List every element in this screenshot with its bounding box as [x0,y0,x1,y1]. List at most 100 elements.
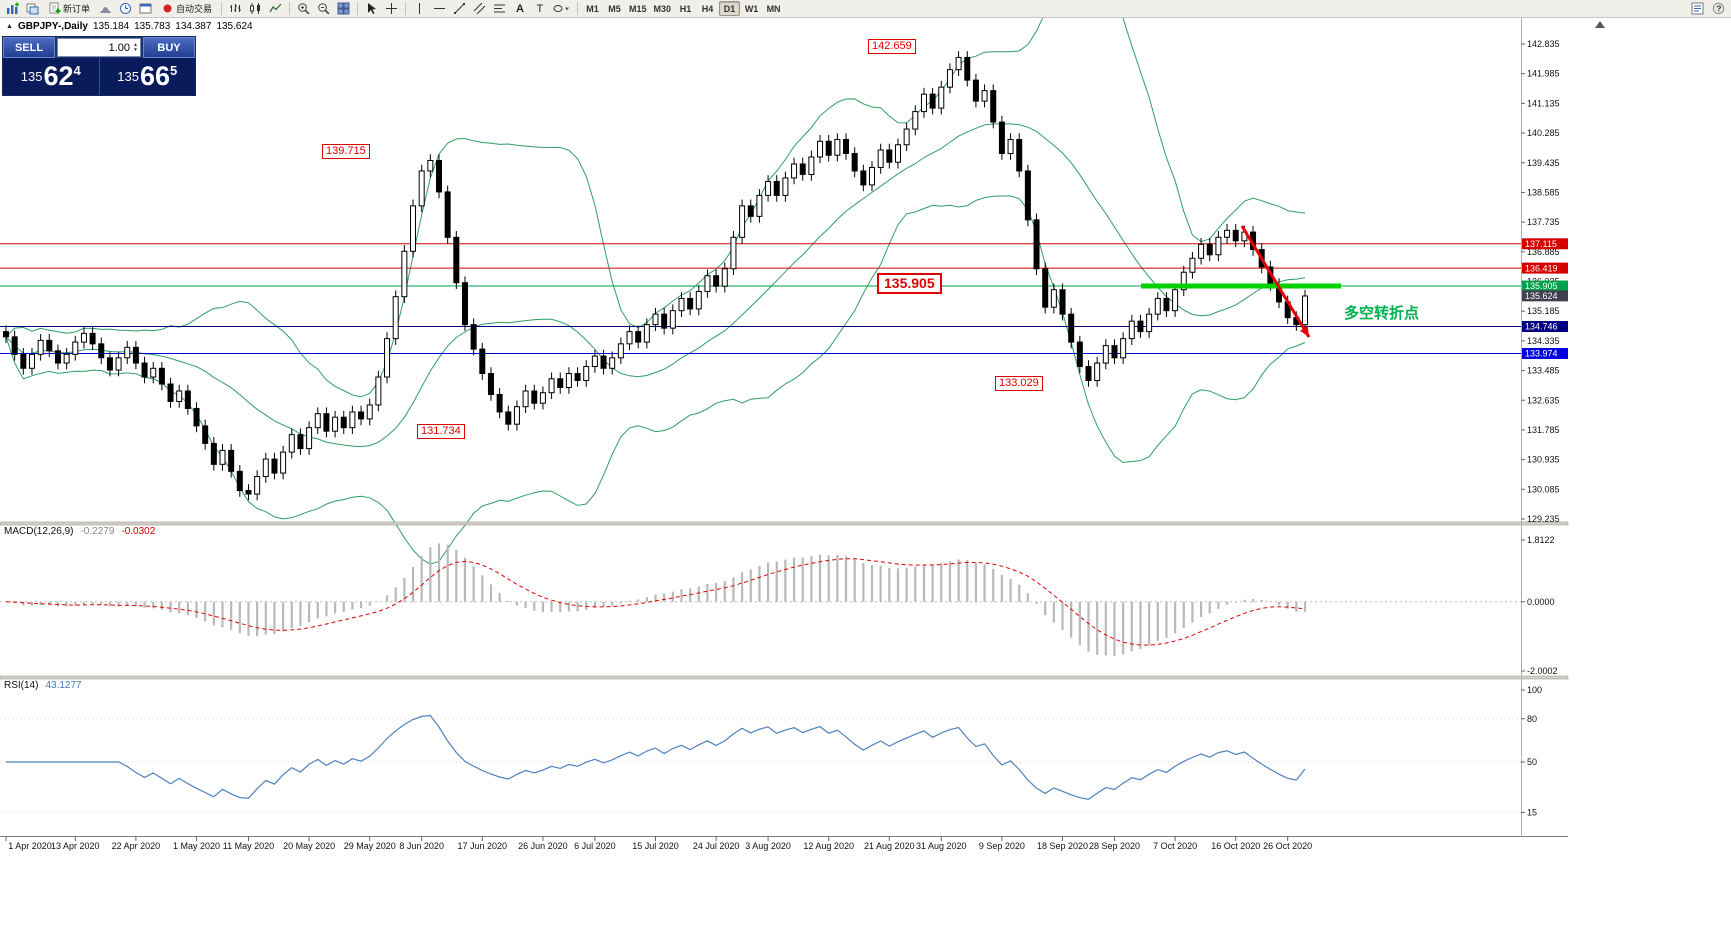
zoom-out-button[interactable] [314,1,333,16]
date-label: 21 Aug 2020 [864,841,915,851]
candle-body [643,324,650,343]
oct-collapse-icon[interactable]: ▲ [6,23,13,30]
volume-increase-button[interactable]: ▲ [133,41,138,48]
price-tag-label: 136.419 [1525,263,1558,273]
candle-body [1120,338,1127,359]
candle-body [583,366,590,382]
price-callout[interactable]: 131.734 [417,424,465,439]
ohlc-low: 134.387 [175,21,212,32]
candle-body [479,348,486,375]
price-tick-label: 136.885 [1527,247,1560,257]
bar-chart-icon [230,4,242,12]
date-label: 1 Apr 2020 [8,841,52,851]
sell-button[interactable]: SELL [3,37,55,58]
candlestick-icon [250,3,261,14]
timeframe-d1-button[interactable]: D1 [719,1,741,16]
price-callout[interactable]: 139.715 [322,144,370,159]
fibonacci-tool-button[interactable] [490,1,509,16]
history-center-button[interactable] [116,1,135,16]
candle-body [946,69,953,88]
price-tick-label: 141.985 [1527,69,1560,79]
buy-price[interactable]: 135 66 5 [100,58,196,95]
candle-body [219,449,226,465]
candle-body [834,139,841,156]
line-chart-mode-button[interactable] [266,1,285,16]
candle-body [635,331,642,343]
price-callout[interactable]: 142.659 [868,39,916,54]
sell-price[interactable]: 135 62 4 [3,58,99,95]
trend-arrow[interactable] [1240,225,1311,338]
date-label: 7 Oct 2020 [1153,841,1197,851]
buy-button[interactable]: BUY [143,37,195,58]
expert-advisors-button[interactable] [96,1,115,16]
text-label-tool-button[interactable]: T [530,1,549,16]
rsi-line [6,714,1306,800]
volume-decrease-button[interactable]: ▼ [133,46,138,53]
text-tool-button[interactable]: A [510,1,529,16]
price-callout[interactable]: 135.905 [877,273,942,294]
candle-body [167,383,174,402]
volume-field[interactable]: 1.00 ▲ ▼ [57,38,141,57]
price-tick-label: 130.935 [1527,455,1560,465]
timeframe-h4-button[interactable]: H4 [701,3,714,14]
bollinger-upper-band [5,0,1306,398]
price-tag-label: 133.974 [1525,349,1558,359]
new-chart-button[interactable] [3,1,22,16]
timeframe-m30-button[interactable]: M30 [653,3,672,14]
price-tag-label: 135.905 [1525,281,1558,291]
candle-body [1111,345,1118,359]
candle-body [37,339,44,355]
price-callout[interactable]: 133.029 [995,376,1043,391]
trendline-tool-button[interactable] [450,1,469,16]
shapes-tool-button[interactable] [550,1,573,16]
bar-chart-mode-button[interactable] [226,1,245,16]
autotrading-button[interactable]: 自动交易 [156,1,217,16]
toolbar-right-group: ? [1688,1,1728,16]
chart-shift-marker[interactable] [1595,21,1605,28]
cursor-tool-button[interactable] [362,1,381,16]
equidistant-channel-tool-button[interactable] [470,1,489,16]
timeframe-m5-button[interactable]: M5 [608,3,621,14]
timeframe-m1-button[interactable]: M1 [586,3,599,14]
chart-profiles-button[interactable] [23,1,42,16]
timeframe-mn-button[interactable]: MN [766,3,781,14]
rsi-axis-label: 80 [1527,714,1537,724]
tile-windows-button[interactable] [334,1,353,16]
crosshair-icon [386,3,398,14]
candle-body [28,353,35,369]
chart-annotation[interactable]: 多空转折点 [1344,305,1420,322]
date-label: 28 Sep 2020 [1089,841,1140,851]
rsi-axis-label: 100 [1527,685,1542,695]
indicator-list-button[interactable] [1688,1,1707,16]
help-button[interactable]: ? [1709,1,1728,16]
candle-body [1189,257,1196,273]
date-label: 13 Apr 2020 [51,841,100,851]
zoom-in-button[interactable] [294,1,313,16]
timeframe-m15-button[interactable]: M15 [629,3,647,14]
horizontal-line-tool-button[interactable] [430,1,449,16]
timeframe-h1-button[interactable]: H1 [679,3,692,14]
candle-body [1094,362,1101,382]
candle-body [72,341,79,355]
vertical-line-tool-button[interactable] [410,1,429,16]
bollinger-lower-band [5,195,1306,565]
price-tag [1522,238,1568,250]
rsi-indicator-label: RSI(14) 43.1277 [4,680,82,691]
crosshair-tool-button[interactable] [382,1,401,16]
candle-body [124,346,131,359]
candle-body [80,332,87,343]
candlestick-mode-button[interactable] [246,1,265,16]
data-window-button[interactable] [136,1,155,16]
price-tick-label: 130.085 [1527,484,1560,494]
chart-header: ▲ GBPJPY-,Daily 135.184 135.783 134.387 … [6,21,253,32]
candle-body [262,458,269,478]
panel-splitter-macd[interactable] [0,521,1569,526]
date-label: 31 Aug 2020 [916,841,967,851]
horizontal-line-icon [434,8,446,9]
new-order-button[interactable]: 新订单 [43,1,95,16]
panel-splitter-rsi[interactable] [0,675,1569,680]
indicator-list-icon [1691,2,1704,15]
timeframe-w1-button[interactable]: W1 [744,3,759,14]
